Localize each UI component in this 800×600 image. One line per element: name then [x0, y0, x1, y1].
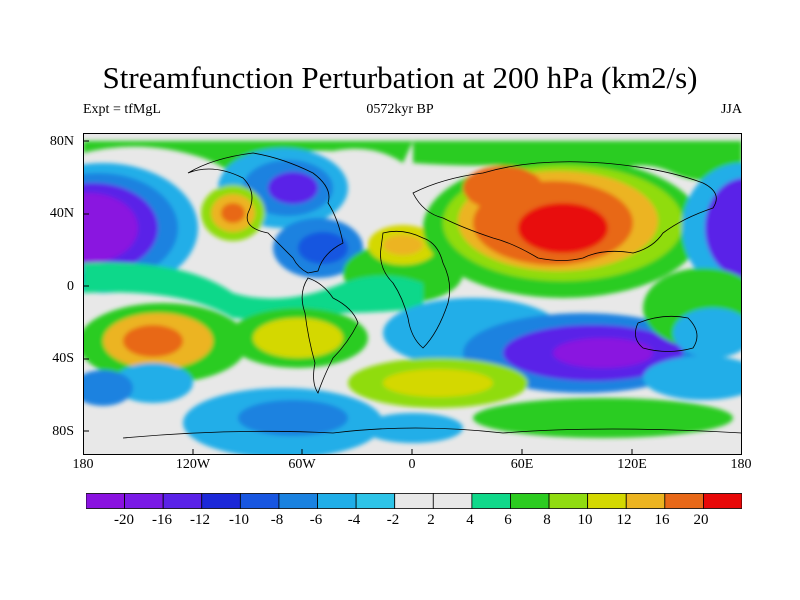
colorbar-swatch [432, 493, 473, 509]
colorbar [86, 493, 742, 509]
coastlines [122, 152, 742, 439]
colorbar-swatch [239, 493, 280, 509]
lon-label-120e: 120E [617, 457, 647, 472]
colorbar-label: 6 [504, 512, 512, 528]
colorbar-label: -10 [229, 512, 249, 528]
colorbar-swatch [510, 493, 550, 509]
colorbar-label: -8 [270, 512, 284, 528]
colorbar-label: 20 [693, 512, 709, 528]
colorbar-swatch [201, 493, 241, 509]
colorbar-swatch [664, 493, 704, 509]
colorbar-swatch [124, 493, 164, 509]
colorbar-swatch [317, 493, 357, 509]
colorbar-label: 4 [466, 512, 474, 528]
colorbar-label: 8 [543, 512, 551, 528]
colorbar-label: 10 [577, 512, 593, 528]
lat-label-80n: 80N [49, 134, 74, 149]
streamfunction-map [83, 133, 742, 455]
experiment-label: Expt = tfMgL [83, 102, 161, 117]
colorbar-swatch [625, 493, 666, 509]
colorbar-label: -6 [309, 512, 323, 528]
colorbar-swatch [86, 493, 125, 509]
colorbar-swatch [703, 493, 742, 509]
colorbar-label: 2 [427, 512, 435, 528]
colorbar-swatch [278, 493, 318, 509]
colorbar-label: -20 [114, 512, 134, 528]
tick-marks [83, 140, 633, 455]
colorbar-swatch [162, 493, 203, 509]
lon-label-180e: 180 [730, 457, 752, 472]
colorbar-swatch [471, 493, 511, 509]
colorbar-label: -2 [386, 512, 400, 528]
colorbar-label: 12 [616, 512, 632, 528]
lon-label-180w: 180 [72, 457, 94, 472]
lon-label-120w: 120W [175, 457, 211, 472]
lat-label-40s: 40S [52, 351, 74, 366]
lat-label-80s: 80S [52, 424, 74, 439]
time-label: 0572kyr BP [366, 102, 434, 117]
season-label: JJA [720, 102, 742, 117]
colorbar-swatch [548, 493, 589, 509]
colorbar-label: 16 [654, 512, 670, 528]
colorbar-swatch [394, 493, 434, 509]
colorbar-label: -16 [152, 512, 172, 528]
colorbar-swatch [587, 493, 627, 509]
lon-label-0: 0 [408, 457, 416, 472]
lat-label-eq: 0 [67, 279, 74, 294]
colorbar-label: -4 [347, 512, 361, 528]
lon-label-60e: 60E [510, 457, 534, 472]
colorbar-swatch [355, 493, 396, 509]
lon-label-60w: 60W [288, 457, 316, 472]
lat-label-40n: 40N [49, 206, 74, 221]
colorbar-label: -12 [190, 512, 210, 528]
map-title: Streamfunction Perturbation at 200 hPa (… [102, 60, 698, 95]
